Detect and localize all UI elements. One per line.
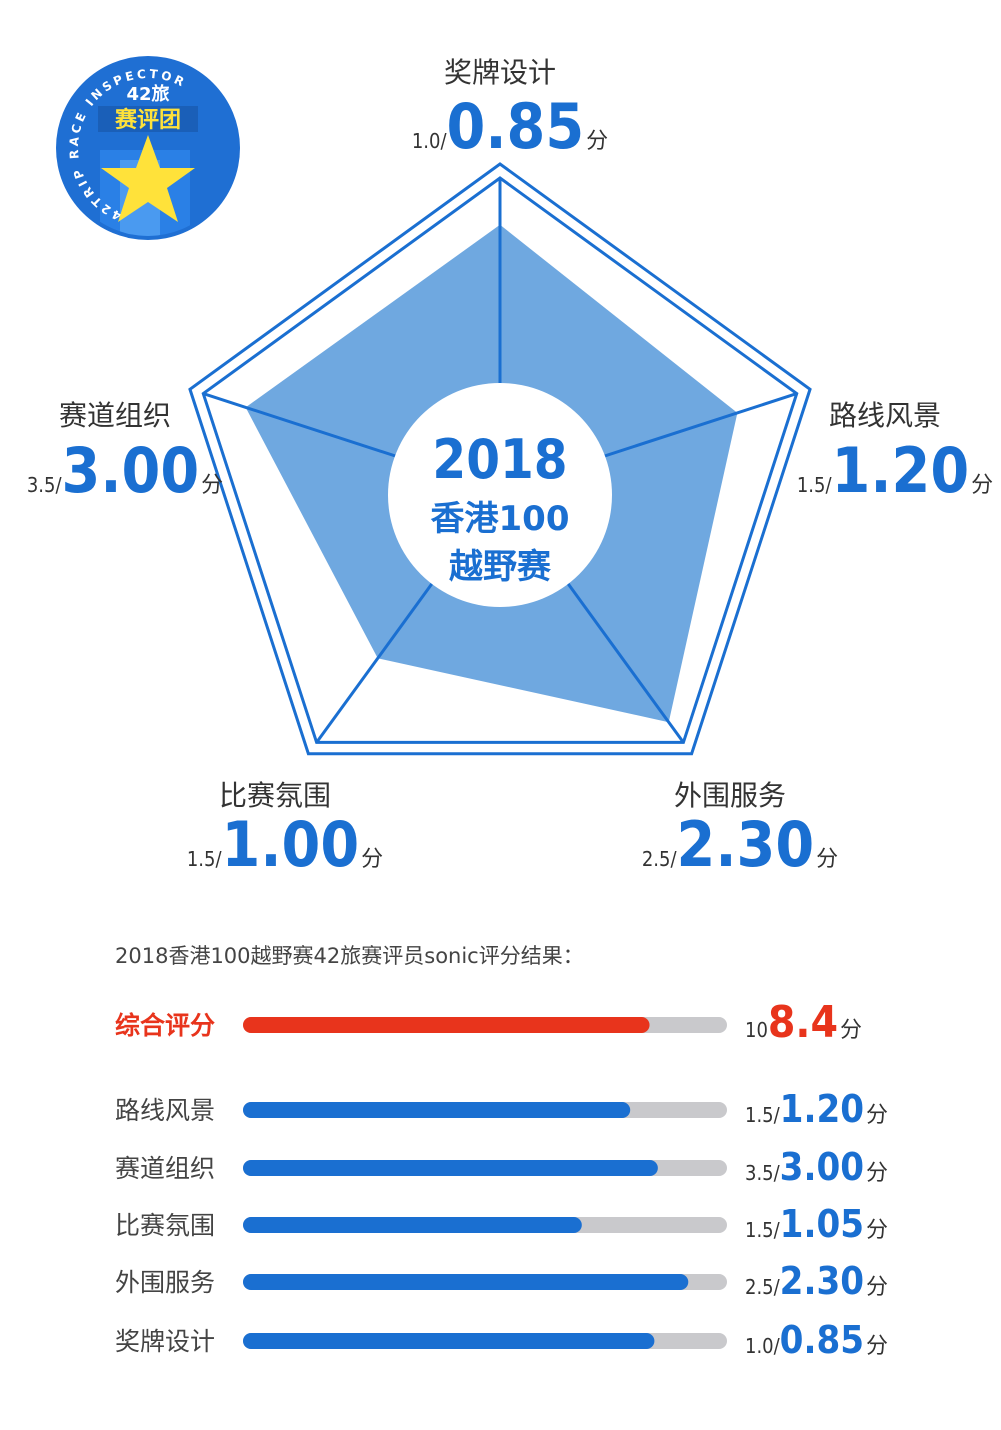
bar-score: 1.5/1.20分 [745, 1087, 888, 1131]
bar-score: 2.5/2.30分 [745, 1259, 888, 1303]
unit: 分 [866, 1334, 888, 1359]
max-label: 3.5/ [745, 1161, 781, 1185]
axis-label: 赛道组织 [59, 399, 171, 432]
bar [243, 1217, 582, 1233]
bar-score: 1.5/1.05分 [745, 1202, 888, 1246]
bar-label: 奖牌设计 [115, 1327, 215, 1356]
max-label: 1.0/ [412, 129, 448, 153]
bar-title: 2018香港100越野赛42旅赛评员sonic评分结果： [115, 944, 584, 968]
axis-label: 路线风景 [829, 399, 941, 432]
value-label: 1.05 [780, 1202, 864, 1246]
max-label: 1.5/ [797, 473, 833, 497]
value-label: 8.4 [768, 997, 838, 1048]
unit: 分 [840, 1018, 862, 1043]
value-label: 2.30 [677, 808, 815, 881]
value-label: 1.20 [780, 1087, 864, 1131]
bar-label: 路线风景 [115, 1096, 215, 1125]
max-label: 10 [745, 1018, 768, 1042]
axis-score: 1.0/0.85分 [412, 90, 608, 163]
bar [243, 1160, 658, 1176]
unit: 分 [816, 847, 838, 872]
max-label: 1.5/ [187, 847, 223, 871]
value-label: 0.85 [780, 1318, 864, 1362]
badge-star [101, 135, 195, 222]
unit: 分 [866, 1218, 888, 1243]
max-label: 1.5/ [745, 1218, 781, 1242]
axis-label: 比赛氛围 [219, 779, 331, 812]
bar-label: 综合评分 [115, 1011, 215, 1040]
unit: 分 [586, 129, 608, 154]
bar-chart: 2018香港100越野赛42旅赛评员sonic评分结果：综合评分 108.4分路线… [115, 944, 888, 1362]
badge: 42TRIP RACE INSPECTOR 42旅 赛评团 [56, 56, 240, 240]
axis-score: 3.5/3.00分 [27, 434, 223, 507]
value-label: 2.30 [780, 1259, 864, 1303]
center-circle [388, 383, 612, 607]
bar [243, 1333, 655, 1349]
badge-box [98, 106, 198, 132]
bar [243, 1017, 650, 1033]
bar-score: 108.4分 [745, 997, 862, 1048]
radar-chart: 2018香港100越野赛奖牌设计1.0/0.85分路线风景1.5/1.20分外围… [27, 56, 993, 881]
center-title: 越野赛 [449, 547, 552, 587]
value-label: 3.00 [780, 1145, 864, 1189]
center-title: 2018 [432, 428, 567, 491]
unit: 分 [866, 1161, 888, 1186]
bar-label: 比赛氛围 [115, 1211, 215, 1240]
bar-score: 3.5/3.00分 [745, 1145, 888, 1189]
unit: 分 [361, 847, 383, 872]
radar-outer [188, 162, 812, 756]
axis-label: 奖牌设计 [444, 56, 556, 89]
bar [243, 1274, 689, 1290]
unit: 分 [201, 473, 223, 498]
bar-label: 外围服务 [115, 1268, 215, 1297]
axis-score: 1.5/1.00分 [187, 808, 383, 881]
center-title: 香港100 [431, 499, 570, 539]
max-label: 3.5/ [27, 473, 63, 497]
badge-main: 赛评团 [114, 107, 181, 133]
axis-score: 2.5/2.30分 [642, 808, 838, 881]
value-label: 1.20 [832, 434, 970, 507]
unit: 分 [866, 1103, 888, 1128]
radar-inner [201, 176, 799, 744]
unit: 分 [971, 473, 993, 498]
max-label: 2.5/ [745, 1275, 781, 1299]
max-label: 1.5/ [745, 1103, 781, 1127]
max-label: 1.0/ [745, 1334, 781, 1358]
axis-score: 1.5/1.20分 [797, 434, 993, 507]
value-label: 1.00 [222, 808, 360, 881]
badge-top: 42旅 [126, 83, 169, 105]
unit: 分 [866, 1275, 888, 1300]
max-label: 2.5/ [642, 847, 678, 871]
axis-label: 外围服务 [674, 779, 786, 812]
bar [243, 1102, 631, 1118]
bar-label: 赛道组织 [115, 1154, 215, 1183]
bar-score: 1.0/0.85分 [745, 1318, 888, 1362]
value-label: 3.00 [62, 434, 200, 507]
value-label: 0.85 [447, 90, 585, 163]
